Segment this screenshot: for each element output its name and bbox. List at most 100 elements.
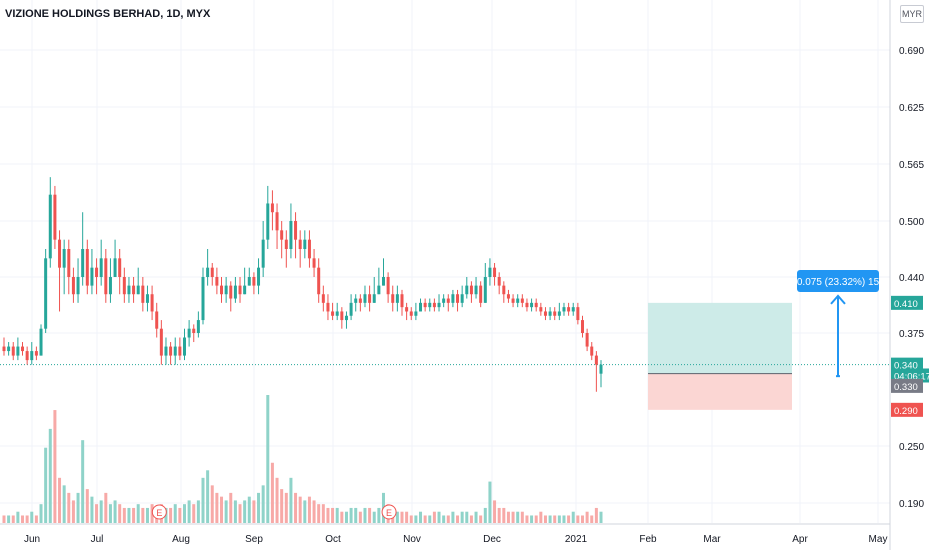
volume-bar bbox=[266, 395, 270, 523]
candle-body bbox=[358, 298, 362, 303]
volume-bar bbox=[25, 515, 29, 523]
candle-body bbox=[479, 285, 483, 303]
volume-bar bbox=[511, 511, 515, 523]
candle-body bbox=[284, 239, 288, 249]
candle-body bbox=[377, 285, 381, 295]
candle-body bbox=[317, 267, 321, 295]
volume-bar bbox=[585, 511, 589, 523]
candle-body bbox=[275, 212, 279, 231]
y-tick-label: 0.690 bbox=[899, 46, 924, 57]
candle-body bbox=[280, 230, 284, 240]
volume-bar bbox=[298, 496, 302, 523]
measure-label-box bbox=[797, 270, 879, 292]
candle-body bbox=[187, 328, 191, 338]
volume-bar bbox=[372, 511, 376, 523]
volume-bar bbox=[294, 492, 298, 523]
candle-body bbox=[497, 277, 501, 286]
volume-bar bbox=[567, 515, 571, 523]
volume-bar bbox=[252, 500, 256, 523]
currency-button[interactable]: MYR bbox=[900, 5, 924, 23]
candle-body bbox=[368, 294, 372, 303]
volume-bar bbox=[104, 492, 108, 523]
volume-bar bbox=[548, 515, 552, 523]
candle-body bbox=[62, 249, 66, 268]
volume-bar bbox=[7, 515, 11, 523]
candle-body bbox=[553, 311, 557, 316]
candle-body bbox=[132, 285, 136, 295]
x-tick-label: May bbox=[869, 534, 888, 545]
candle-body bbox=[243, 285, 247, 295]
candle-body bbox=[344, 315, 348, 321]
x-tick-label: Jul bbox=[91, 534, 104, 545]
candle-body bbox=[210, 267, 214, 277]
candle-body bbox=[113, 258, 117, 277]
volume-bar bbox=[497, 507, 501, 523]
candle-body bbox=[224, 285, 228, 295]
volume-bar bbox=[16, 511, 20, 523]
volume-bar bbox=[335, 507, 339, 523]
volume-bar bbox=[599, 511, 603, 523]
candle-body bbox=[136, 285, 140, 295]
volume-bar bbox=[562, 515, 566, 523]
candle-body bbox=[312, 258, 316, 268]
candle-body bbox=[238, 285, 242, 295]
candle-body bbox=[423, 302, 427, 308]
volume-bar bbox=[488, 481, 492, 523]
candle-body bbox=[548, 311, 552, 316]
candle-body bbox=[469, 285, 473, 295]
candle-body bbox=[289, 221, 293, 249]
volume-bar bbox=[164, 507, 168, 523]
volume-bar bbox=[349, 507, 353, 523]
candle-body bbox=[118, 258, 122, 277]
volume-bar bbox=[414, 515, 418, 523]
volume-bar bbox=[520, 511, 524, 523]
candle-body bbox=[307, 239, 311, 259]
candle-body bbox=[419, 302, 423, 312]
candle-body bbox=[400, 294, 404, 308]
volume-bar bbox=[62, 485, 66, 523]
candle-body bbox=[150, 294, 154, 312]
volume-bar bbox=[395, 511, 399, 523]
price-tag bbox=[891, 378, 923, 393]
price-tag-label: 0.410 bbox=[894, 299, 918, 310]
candle-body bbox=[215, 277, 219, 286]
candle-body bbox=[395, 294, 399, 303]
candle-body bbox=[252, 277, 256, 286]
volume-bar bbox=[44, 447, 48, 523]
volume-bar bbox=[423, 515, 427, 523]
volume-bar bbox=[90, 496, 94, 523]
volume-bar bbox=[368, 507, 372, 523]
volume-bar bbox=[76, 492, 80, 523]
volume-bar bbox=[483, 507, 487, 523]
volume-bar bbox=[543, 515, 547, 523]
volume-bar bbox=[405, 511, 409, 523]
x-tick-label: Dec bbox=[483, 534, 501, 545]
candle-body bbox=[493, 267, 497, 277]
x-tick-label: Sep bbox=[245, 534, 263, 545]
volume-bar bbox=[39, 504, 43, 523]
candle-body bbox=[30, 351, 34, 361]
candle-body bbox=[169, 346, 173, 356]
volume-bar bbox=[206, 470, 210, 523]
volume-bar bbox=[48, 428, 52, 523]
volume-bar bbox=[409, 515, 413, 523]
volume-bar bbox=[122, 507, 126, 523]
candle-body bbox=[233, 285, 237, 299]
candle-body bbox=[16, 346, 20, 356]
candle-body bbox=[599, 364, 603, 374]
volume-bar bbox=[465, 511, 469, 523]
candle-body bbox=[331, 311, 335, 316]
volume-bar bbox=[169, 507, 173, 523]
candle-body bbox=[456, 294, 460, 303]
y-tick-label: 0.500 bbox=[899, 217, 924, 228]
volume-bar bbox=[354, 507, 358, 523]
candle-body bbox=[58, 239, 62, 268]
volume-bar bbox=[99, 500, 103, 523]
loss-zone bbox=[648, 373, 792, 410]
volume-bar bbox=[257, 492, 261, 523]
candle-body bbox=[511, 298, 515, 303]
candle-body bbox=[460, 294, 464, 303]
candle-body bbox=[502, 285, 506, 295]
